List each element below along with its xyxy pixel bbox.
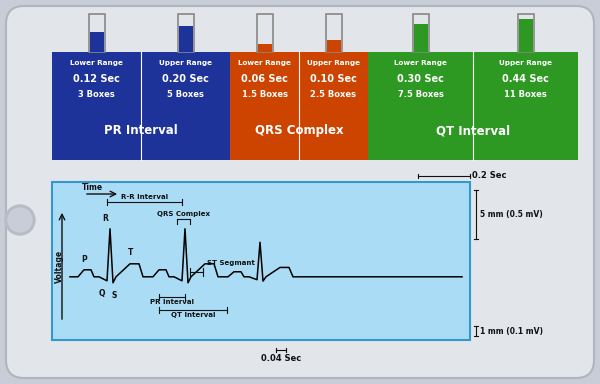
Text: 0.04 Sec: 0.04 Sec — [261, 354, 301, 363]
Text: 1.5 Boxes: 1.5 Boxes — [241, 90, 287, 99]
Text: R: R — [102, 214, 108, 223]
Text: Voltage: Voltage — [55, 250, 64, 283]
FancyBboxPatch shape — [6, 6, 594, 378]
Text: 0.06 Sec: 0.06 Sec — [241, 74, 288, 84]
Text: 11 Boxes: 11 Boxes — [504, 90, 547, 99]
Bar — [52, 182, 470, 340]
Bar — [179, 26, 193, 52]
Text: ST Segmant: ST Segmant — [207, 260, 255, 266]
Bar — [413, 14, 428, 52]
Text: QRS Complex: QRS Complex — [157, 211, 210, 217]
Text: 0.12 Sec: 0.12 Sec — [73, 74, 120, 84]
Bar — [178, 14, 193, 52]
Text: 5 mm (0.5 mV): 5 mm (0.5 mV) — [480, 210, 543, 219]
Bar — [52, 52, 230, 160]
Text: P: P — [81, 255, 87, 264]
Bar — [326, 40, 341, 52]
Bar — [89, 14, 104, 52]
Bar — [517, 14, 533, 52]
Text: Upper Range: Upper Range — [307, 60, 360, 66]
Text: Time: Time — [82, 183, 103, 192]
Text: Lower Range: Lower Range — [394, 60, 447, 66]
Text: QRS Complex: QRS Complex — [254, 124, 343, 137]
Text: 0.10 Sec: 0.10 Sec — [310, 74, 357, 84]
Text: PR Interval: PR Interval — [150, 299, 194, 305]
Text: R-R Interval: R-R Interval — [121, 194, 168, 200]
Text: S: S — [112, 291, 116, 300]
Circle shape — [5, 205, 35, 235]
Text: 0.30 Sec: 0.30 Sec — [397, 74, 444, 84]
Bar — [325, 14, 341, 52]
Circle shape — [8, 208, 32, 232]
Text: Upper Range: Upper Range — [499, 60, 552, 66]
Text: 3 Boxes: 3 Boxes — [78, 90, 115, 99]
Bar — [413, 24, 427, 52]
Bar — [518, 19, 533, 52]
Bar — [230, 52, 368, 160]
Text: Lower Range: Lower Range — [70, 60, 123, 66]
Text: Upper Range: Upper Range — [159, 60, 212, 66]
Text: PR Interval: PR Interval — [104, 124, 178, 137]
Text: 2.5 Boxes: 2.5 Boxes — [311, 90, 356, 99]
Text: Lower Range: Lower Range — [238, 60, 291, 66]
Bar — [368, 52, 578, 160]
Bar — [257, 44, 271, 52]
Bar — [89, 32, 104, 52]
Bar — [257, 14, 272, 52]
Text: T: T — [128, 248, 134, 257]
Text: QT Interval: QT Interval — [171, 312, 215, 318]
Text: 0.20 Sec: 0.20 Sec — [162, 74, 209, 84]
Text: QT Interval: QT Interval — [436, 124, 510, 137]
Text: 1 mm (0.1 mV): 1 mm (0.1 mV) — [480, 326, 543, 336]
Text: 0.2 Sec: 0.2 Sec — [472, 170, 506, 179]
Text: 5 Boxes: 5 Boxes — [167, 90, 204, 99]
Text: 7.5 Boxes: 7.5 Boxes — [398, 90, 443, 99]
Text: Q: Q — [99, 289, 105, 298]
Text: 0.44 Sec: 0.44 Sec — [502, 74, 549, 84]
